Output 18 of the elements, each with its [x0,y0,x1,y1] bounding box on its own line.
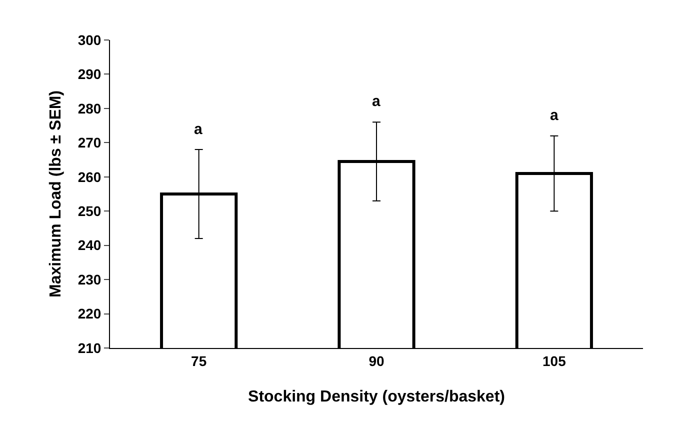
y-tick-label: 250 [78,203,102,220]
y-tick-label: 210 [78,340,102,356]
annotation: a [550,107,559,124]
x-tick-label: 90 [368,352,384,369]
y-tick-label: 230 [78,271,102,288]
y-tick-label: 270 [78,134,102,151]
y-tick-label: 240 [78,237,102,254]
y-axis-title: Maximum Load (lbs ± SEM) [48,90,65,298]
y-tick-label: 260 [78,168,102,185]
y-tick-label: 280 [78,100,102,116]
y-tick-label: 290 [78,66,102,82]
annotation: a [372,93,381,110]
y-tick-label: 300 [78,32,102,48]
x-tick-label: 75 [191,352,207,369]
x-axis-title: Stocking Density (oysters/basket) [248,388,505,406]
y-tick-label: 220 [78,306,102,322]
annotation: a [194,121,203,138]
x-tick-label: 105 [542,352,566,369]
